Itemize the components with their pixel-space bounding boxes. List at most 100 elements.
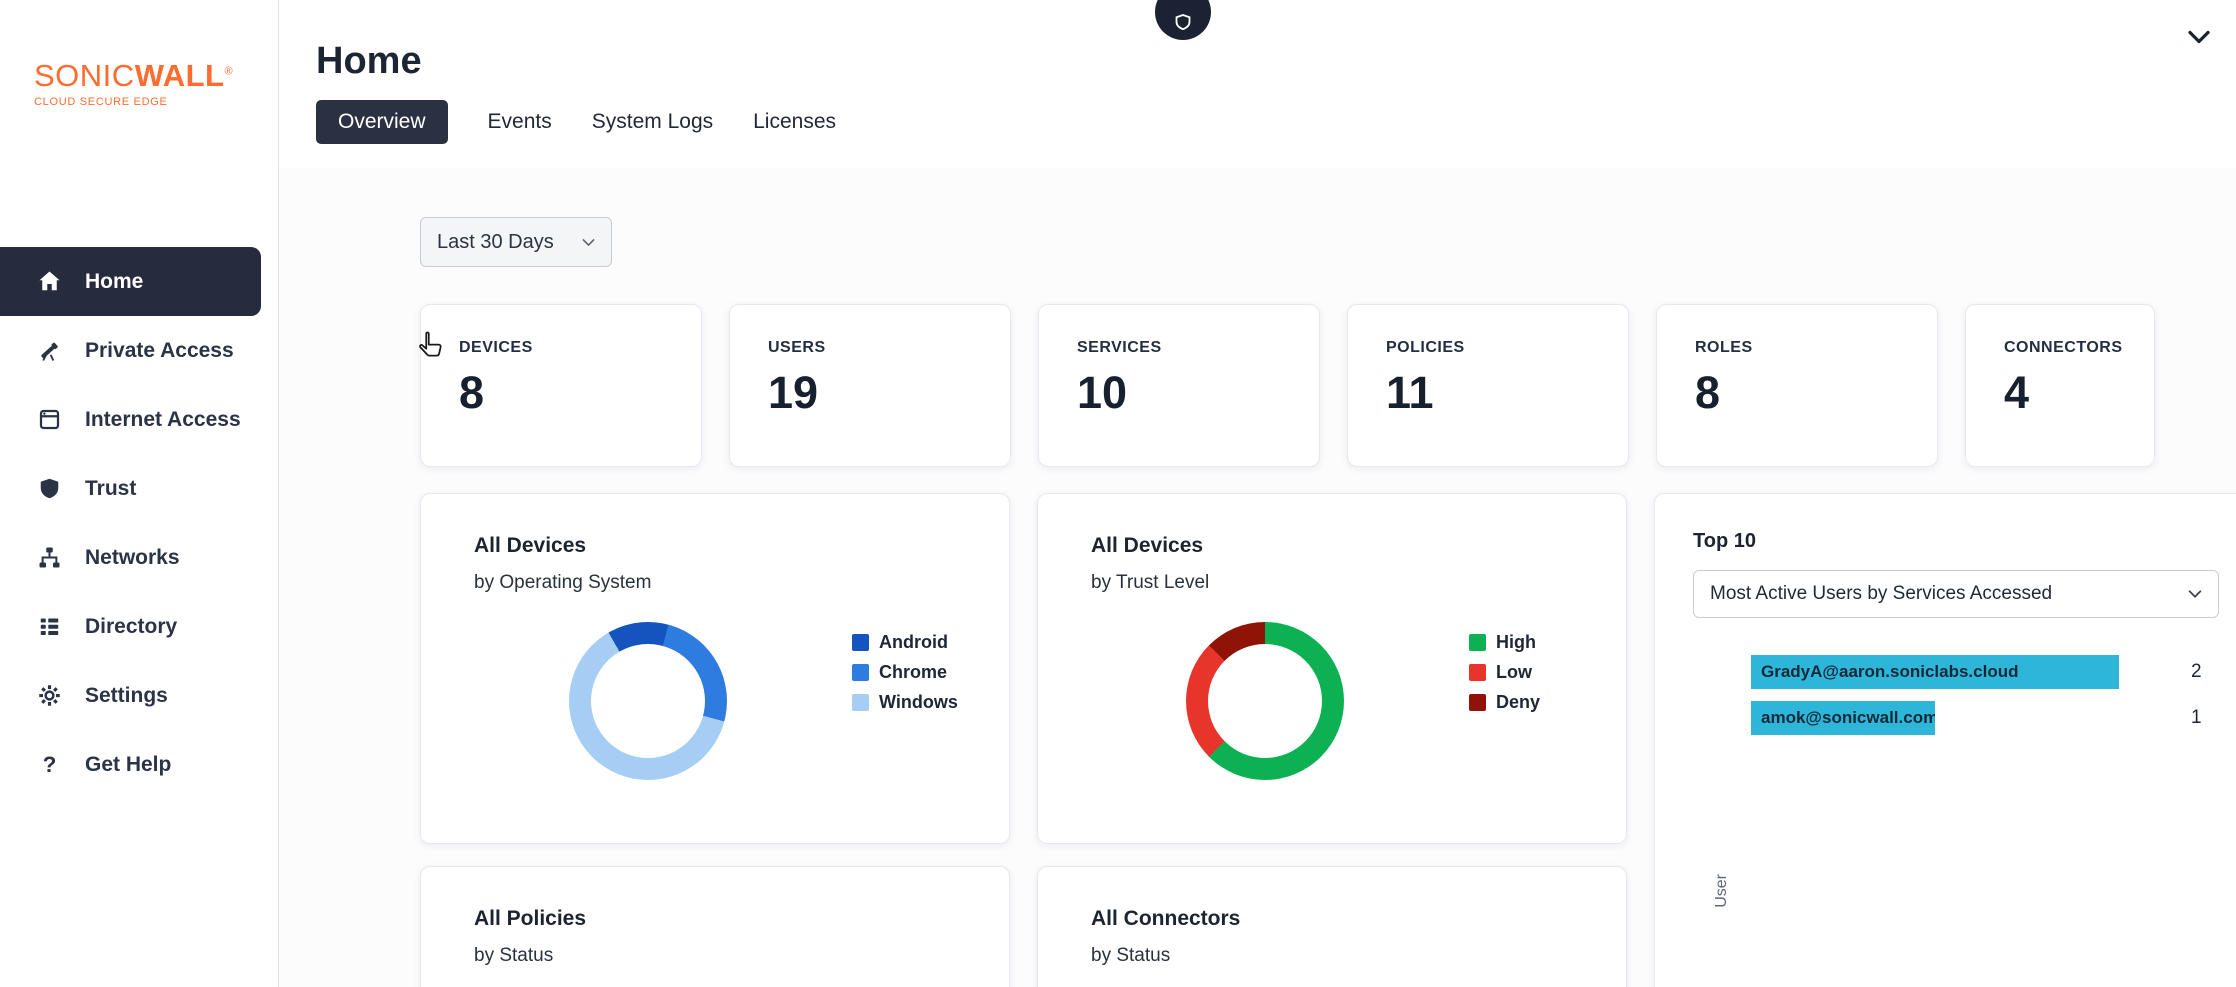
- sidebar-item-get-help[interactable]: ? Get Help: [0, 730, 278, 799]
- stat-value: 8: [1695, 367, 1721, 418]
- stat-card-roles[interactable]: ROLES 8: [1656, 304, 1938, 467]
- top10-bar-chart: GradyA@aaron.soniclabs.cloud 2 amok@sonicw…: [1751, 655, 2231, 747]
- svg-text:?: ?: [43, 752, 57, 777]
- chevron-down-icon: [582, 238, 595, 246]
- stat-value: 10: [1077, 367, 1128, 418]
- chevron-down-icon[interactable]: [2184, 22, 2214, 52]
- charts-row: All Devices by Operating System Android C…: [420, 493, 2236, 987]
- sidebar-item-label: Directory: [85, 614, 178, 638]
- stat-label: USERS: [768, 339, 826, 356]
- card-title: Top 10: [1693, 530, 1756, 552]
- stat-label: CONNECTORS: [2004, 339, 2123, 356]
- sidebar-item-label: Private Access: [85, 338, 234, 362]
- stat-label: POLICIES: [1386, 339, 1465, 356]
- page-title: Home: [316, 40, 422, 82]
- tab-overview[interactable]: Overview: [316, 100, 448, 144]
- stat-card-services[interactable]: SERVICES 10: [1038, 304, 1320, 467]
- tab-events[interactable]: Events: [487, 110, 552, 133]
- stat-card-devices[interactable]: DEVICES 8: [420, 304, 702, 467]
- sidebar-item-settings[interactable]: Settings: [0, 661, 278, 730]
- stat-card-connectors[interactable]: CONNECTORS 4: [1965, 304, 2155, 467]
- sidebar-item-internet-access[interactable]: Internet Access: [0, 385, 278, 454]
- legend-item-low: Low: [1469, 662, 1540, 683]
- sidebar-item-label: Networks: [85, 545, 180, 569]
- stat-value: 11: [1386, 367, 1434, 418]
- sidebar-item-directory[interactable]: Directory: [0, 592, 278, 661]
- tab-system-logs[interactable]: System Logs: [591, 110, 714, 133]
- legend-label: Windows: [879, 692, 958, 712]
- legend-label: Android: [879, 632, 948, 652]
- legend-swatch: [1469, 694, 1486, 711]
- logo-sonic: SONIC: [34, 58, 135, 93]
- stat-label: DEVICES: [459, 339, 533, 356]
- card-connectors-by-status: All Connectors by Status: [1037, 866, 1627, 987]
- sidebar-item-label: Trust: [85, 476, 137, 500]
- sidebar-item-trust[interactable]: Trust: [0, 454, 278, 523]
- legend-label: Chrome: [879, 662, 948, 682]
- bar-value: 1: [2191, 707, 2202, 728]
- shield-icon: [36, 475, 63, 502]
- legend-swatch: [852, 634, 869, 651]
- sidebar-item-label: Settings: [85, 683, 168, 707]
- card-subtitle: by Operating System: [474, 572, 652, 593]
- card-top10: Top 10 Most Active Users by Services Acc…: [1654, 493, 2236, 987]
- legend-item-chrome: Chrome: [852, 662, 958, 683]
- bar-row: GradyA@aaron.soniclabs.cloud 2: [1751, 655, 2231, 689]
- legend-item-deny: Deny: [1469, 692, 1540, 713]
- chevron-down-icon: [2188, 590, 2202, 598]
- sidebar-item-label: Get Help: [85, 752, 172, 776]
- legend-item-android: Android: [852, 632, 958, 653]
- card-title: All Devices: [474, 534, 587, 557]
- question-icon: ?: [36, 751, 63, 778]
- card-subtitle: by Trust Level: [1091, 572, 1210, 593]
- logo-tagline: CLOUD SECURE EDGE: [34, 96, 168, 108]
- telescope-icon: [36, 337, 63, 364]
- time-range-select[interactable]: Last 30 Days: [420, 217, 612, 267]
- card-title: All Devices: [1091, 534, 1204, 557]
- dashboard-content: Last 30 Days DEVICES 8 USERS 19 SERVICES…: [279, 168, 2236, 987]
- time-range-value: Last 30 Days: [437, 230, 554, 253]
- legend-item-high: High: [1469, 632, 1540, 653]
- stat-value: 19: [768, 367, 819, 418]
- top10-metric-select[interactable]: Most Active Users by Services Accessed: [1693, 570, 2219, 618]
- chart-legend: High Low Deny: [1469, 632, 1540, 713]
- stat-label: SERVICES: [1077, 339, 1162, 356]
- bar-amok@sonicwall.com[interactable]: amok@sonicwall.com: [1751, 701, 1935, 735]
- card-subtitle: by Status: [474, 945, 554, 966]
- stat-label: ROLES: [1695, 339, 1753, 356]
- legend-label: High: [1496, 632, 1536, 652]
- top10-metric-value: Most Active Users by Services Accessed: [1710, 583, 2053, 604]
- sidebar-nav: Home Private Access Internet Access Trus…: [0, 247, 278, 799]
- sidebar-item-label: Internet Access: [85, 407, 241, 431]
- bar-value: 2: [2191, 661, 2202, 682]
- legend-label: Deny: [1496, 692, 1541, 712]
- sidebar-item-label: Home: [85, 269, 144, 293]
- card-subtitle: by Status: [1091, 945, 1171, 966]
- sidebar-item-home[interactable]: Home: [0, 247, 261, 316]
- stat-card-policies[interactable]: POLICIES 11: [1347, 304, 1629, 467]
- logo-wall: WALL: [134, 58, 225, 93]
- bar-row: amok@sonicwall.com 1: [1751, 701, 2231, 735]
- donut-chart-devices-trust: [1186, 622, 1344, 780]
- bar-GradyA@aaron.soniclabs.cloud[interactable]: GradyA@aaron.soniclabs.cloud: [1751, 655, 2119, 689]
- sidebar-item-networks[interactable]: Networks: [0, 523, 278, 592]
- list-icon: [36, 613, 63, 640]
- card-devices-by-os: All Devices by Operating System Android C…: [420, 493, 1010, 844]
- bottom-row: All Policies by Status All Connectors by…: [420, 866, 1627, 987]
- browser-icon: [36, 406, 63, 433]
- stat-value: 8: [459, 367, 485, 418]
- legend-swatch: [852, 694, 869, 711]
- gear-icon: [36, 682, 63, 709]
- logo-text: SONICWALL®: [34, 60, 233, 91]
- sidebar-item-private-access[interactable]: Private Access: [0, 316, 278, 385]
- stat-card-users[interactable]: USERS 19: [729, 304, 1011, 467]
- card-policies-by-status: All Policies by Status: [420, 866, 1010, 987]
- legend-swatch: [1469, 634, 1486, 651]
- user-avatar[interactable]: [1155, 0, 1211, 40]
- main-area: Home Overview Events System Logs License…: [279, 0, 2236, 987]
- tab-licenses[interactable]: Licenses: [753, 110, 837, 133]
- donut-chart-devices-os: [569, 622, 727, 780]
- sonicwall-logo: SONICWALL® CLOUD SECURE EDGE: [34, 60, 233, 108]
- legend-item-windows: Windows: [852, 692, 958, 713]
